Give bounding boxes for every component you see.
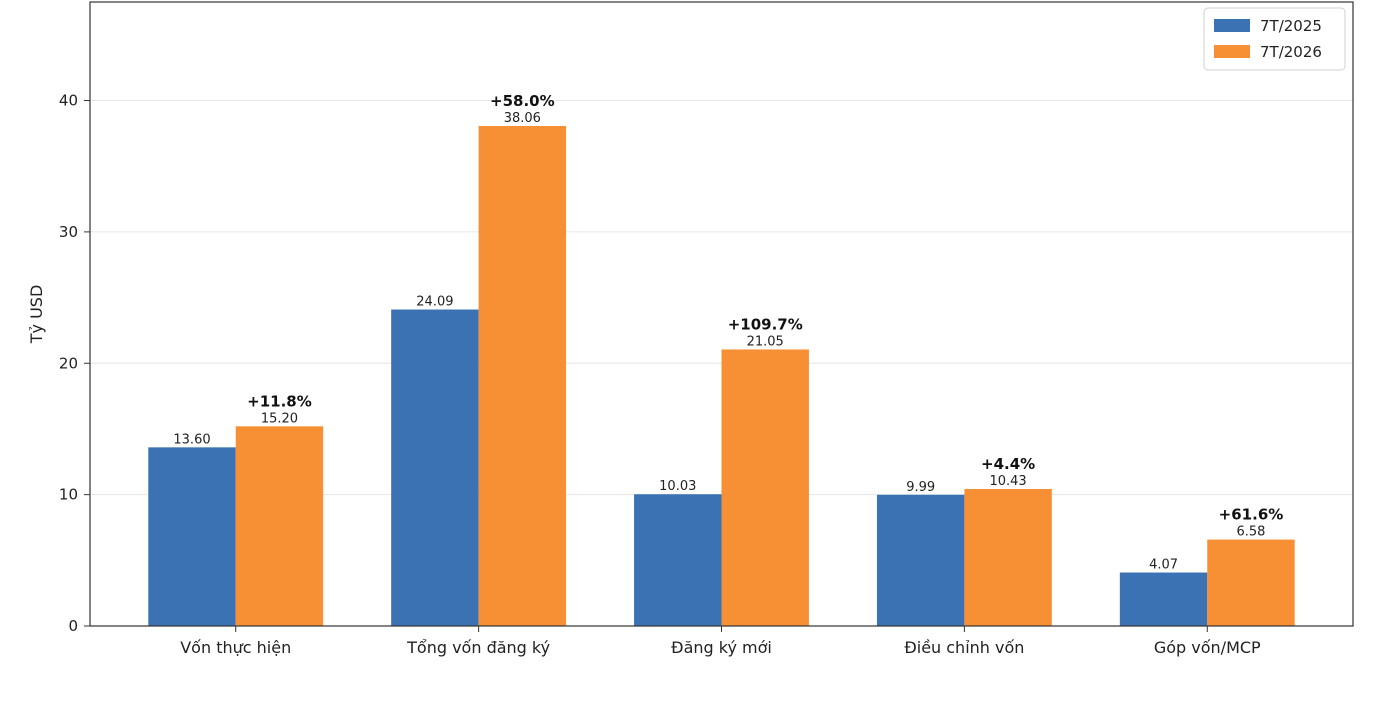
bar-7t-2025 bbox=[1119, 572, 1208, 626]
y-axis-title: Tỷ USD bbox=[27, 285, 46, 345]
bar-7t-2026 bbox=[964, 488, 1052, 626]
legend-swatch bbox=[1214, 45, 1250, 58]
legend-label: 7T/2026 bbox=[1260, 43, 1322, 61]
y-axis: 0 10 20 30 40 bbox=[59, 92, 90, 635]
x-tick-label: Đăng ký mới bbox=[671, 638, 772, 657]
bar-7t-2026 bbox=[721, 349, 809, 626]
bar-value-label: 10.43 bbox=[989, 474, 1026, 489]
bar-value-label: 15.20 bbox=[261, 411, 298, 426]
growth-label: +4.4% bbox=[981, 455, 1035, 473]
bar-value-label: 21.05 bbox=[747, 334, 784, 349]
growth-label: +109.7% bbox=[728, 315, 803, 333]
x-tick-label: Tổng vốn đăng ký bbox=[406, 638, 550, 657]
growth-label: +61.6% bbox=[1219, 506, 1284, 524]
bar-7t-2026 bbox=[478, 126, 567, 627]
x-tick-label: Vốn thực hiện bbox=[180, 638, 291, 657]
y-tick-label: 10 bbox=[59, 486, 78, 504]
x-tick-label: Điều chỉnh vốn bbox=[904, 638, 1024, 657]
bar-7t-2025 bbox=[634, 494, 722, 626]
bar-value-label: 24.09 bbox=[416, 295, 453, 310]
bar-7t-2025 bbox=[876, 494, 965, 626]
bar-labels: 13.60 15.20+11.8% 24.09 38.06+58.0% 10.03 21.… bbox=[173, 92, 1283, 573]
growth-label: +58.0% bbox=[490, 92, 555, 110]
bar-7t-2026 bbox=[235, 426, 324, 626]
y-tick-label: 20 bbox=[59, 354, 78, 372]
bar-value-label: 9.99 bbox=[906, 480, 935, 495]
y-tick-label: 0 bbox=[68, 617, 78, 635]
bar-7t-2026 bbox=[1207, 539, 1295, 626]
legend-swatch bbox=[1214, 19, 1250, 32]
legend-label: 7T/2025 bbox=[1260, 17, 1322, 35]
x-tick-label: Góp vốn/MCP bbox=[1154, 638, 1261, 657]
growth-label: +11.8% bbox=[247, 392, 312, 410]
bar-value-label: 10.03 bbox=[659, 479, 696, 494]
y-tick-label: 30 bbox=[59, 223, 78, 241]
bar-value-label: 13.60 bbox=[173, 432, 210, 447]
bar-value-label: 4.07 bbox=[1149, 558, 1178, 573]
bar-7t-2025 bbox=[391, 309, 479, 626]
legend: 7T/2025 7T/2026 bbox=[1203, 7, 1346, 71]
bar-value-label: 38.06 bbox=[504, 111, 541, 126]
bar-7t-2025 bbox=[148, 447, 236, 626]
bars bbox=[148, 126, 1295, 627]
bar-value-label: 6.58 bbox=[1237, 525, 1266, 540]
y-tick-label: 40 bbox=[59, 92, 78, 110]
x-axis: Vốn thực hiện Tổng vốn đăng ký Đăng ký mới… bbox=[180, 626, 1261, 657]
